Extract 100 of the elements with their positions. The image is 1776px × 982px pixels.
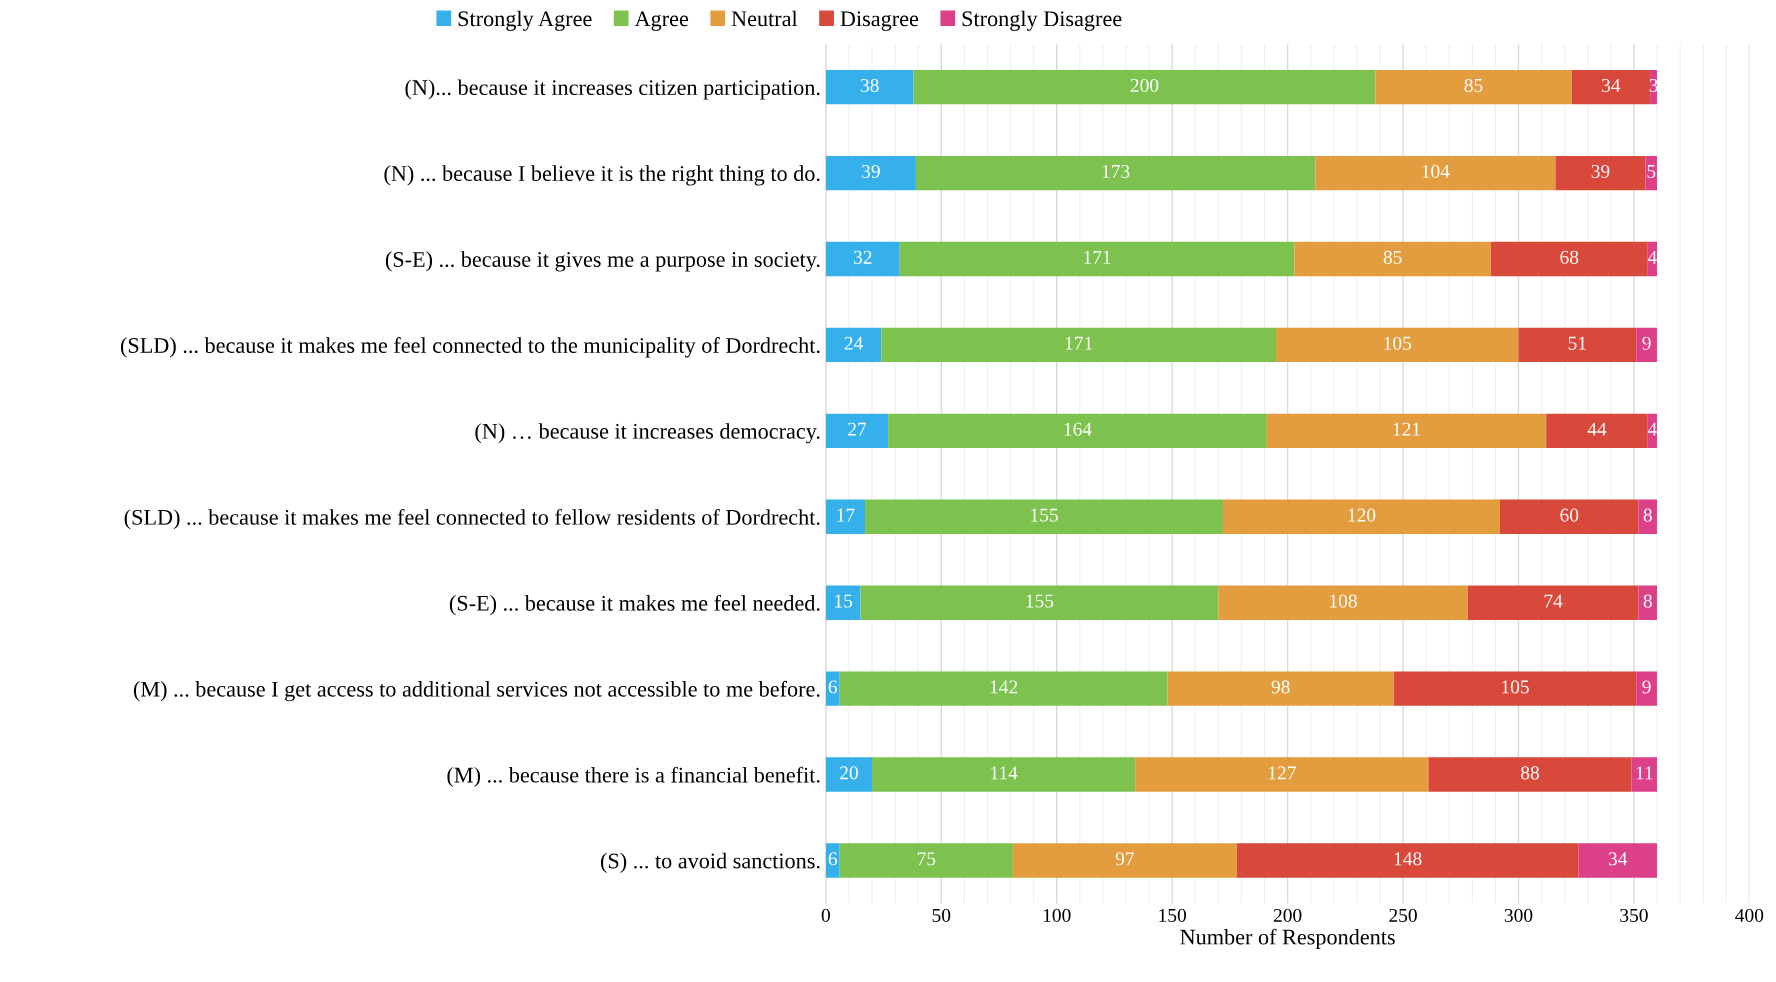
x-tick-label: 250	[1389, 908, 1417, 922]
data-label: 75	[917, 852, 936, 866]
data-label: 74	[1544, 594, 1563, 608]
y-tick-label: (S) ... to avoid sanctions.	[600, 852, 820, 873]
bar	[1012, 843, 1237, 878]
data-label: 164	[1064, 422, 1092, 436]
bar	[825, 499, 866, 534]
data-label: 44	[1587, 422, 1607, 436]
data-label: 68	[1560, 250, 1579, 264]
data-label: 85	[1464, 78, 1483, 93]
bar	[1638, 585, 1658, 620]
data-label: 98	[1271, 680, 1290, 694]
data-label: 32	[853, 250, 872, 264]
bar	[1236, 843, 1579, 878]
data-label: 17	[837, 508, 855, 522]
data-label: 34	[1608, 852, 1628, 866]
data-label: 4	[1647, 250, 1657, 264]
bar	[1546, 413, 1648, 449]
bar	[1375, 69, 1572, 105]
data-label: 34	[1602, 78, 1621, 93]
data-label: 39	[862, 164, 880, 178]
x-tick-label: 50	[932, 908, 951, 922]
data-label: 39	[1591, 164, 1610, 178]
bar	[1555, 155, 1646, 191]
bar	[1467, 585, 1639, 620]
x-tick-label: 400	[1735, 908, 1764, 922]
bar	[825, 155, 916, 191]
data-label: 120	[1348, 508, 1376, 522]
data-label: 171	[1065, 336, 1093, 350]
bar	[839, 843, 1013, 878]
bar	[1393, 671, 1637, 706]
bar	[825, 671, 840, 706]
bar	[1135, 757, 1429, 792]
data-label: 127	[1268, 766, 1296, 780]
data-label: 142	[990, 680, 1018, 694]
x-tick-label: 150	[1159, 908, 1186, 922]
bar	[825, 843, 840, 878]
data-label: 4	[1647, 422, 1657, 436]
data-label: 85	[1383, 250, 1402, 264]
data-label: 108	[1330, 594, 1357, 608]
y-tick-label: (SLD) ... because it makes me feel connected to the municipality of Dordrecht.	[120, 337, 820, 358]
bar	[825, 757, 873, 792]
x-tick-label: 200	[1273, 908, 1302, 922]
bar	[825, 241, 900, 277]
bar	[915, 155, 1316, 191]
bar	[860, 585, 1219, 620]
bar	[1636, 327, 1658, 363]
data-label: 105	[1502, 680, 1529, 694]
bar	[872, 757, 1136, 792]
data-label: 8	[1643, 594, 1652, 608]
data-label: 121	[1393, 422, 1420, 436]
data-label: 5	[1647, 165, 1656, 178]
bar	[1218, 585, 1468, 620]
bar	[1631, 757, 1658, 792]
bar	[913, 69, 1376, 105]
data-label: 24	[844, 336, 863, 350]
bar	[1222, 499, 1501, 534]
bar	[888, 413, 1267, 449]
bar	[1315, 155, 1556, 191]
bar	[1490, 241, 1648, 277]
bar	[1571, 69, 1651, 105]
bar	[1276, 327, 1519, 363]
bar	[865, 499, 1223, 534]
data-label: 9	[1642, 336, 1651, 350]
data-label: 155	[1026, 594, 1054, 608]
bar	[1638, 499, 1658, 534]
data-label: 148	[1394, 852, 1422, 866]
data-label: 88	[1521, 766, 1540, 780]
x-tick-label: 0	[821, 908, 830, 922]
data-label: 114	[991, 766, 1018, 780]
data-label: 97	[1115, 852, 1134, 866]
data-label: 38	[860, 78, 879, 93]
bar	[1636, 671, 1658, 706]
data-label: 171	[1084, 250, 1111, 264]
data-label: 15	[835, 594, 853, 608]
legend-label: Agree	[634, 11, 689, 31]
data-label: 104	[1422, 164, 1450, 178]
y-tick-label: (S-E) ... because it gives me a purpose in society.	[385, 251, 820, 272]
data-label: 60	[1560, 508, 1579, 522]
data-label: 6	[828, 852, 838, 866]
x-axis-title: Number of Respondents	[1180, 928, 1395, 950]
bar	[1266, 413, 1547, 449]
bar	[899, 241, 1295, 277]
legend-label: Strongly Agree	[458, 10, 592, 31]
bar	[1294, 241, 1491, 277]
bar	[1500, 499, 1639, 534]
data-label: 9	[1642, 680, 1651, 694]
x-tick-label: 300	[1504, 908, 1533, 922]
data-label: 11	[1636, 766, 1653, 780]
bar	[1428, 757, 1632, 792]
legend-label: Strongly Disagree	[962, 10, 1122, 31]
legend-label: Neutral	[731, 10, 798, 27]
bar	[1578, 843, 1658, 878]
bar	[881, 327, 1277, 363]
data-label: 173	[1102, 164, 1130, 178]
y-tick-label: (SLD) ... because it makes me feel connected to fellow residents of Dordrecht.	[124, 508, 820, 530]
bar	[1167, 671, 1394, 706]
bar	[825, 327, 882, 363]
bar	[1645, 155, 1658, 191]
data-label: 200	[1130, 78, 1159, 93]
